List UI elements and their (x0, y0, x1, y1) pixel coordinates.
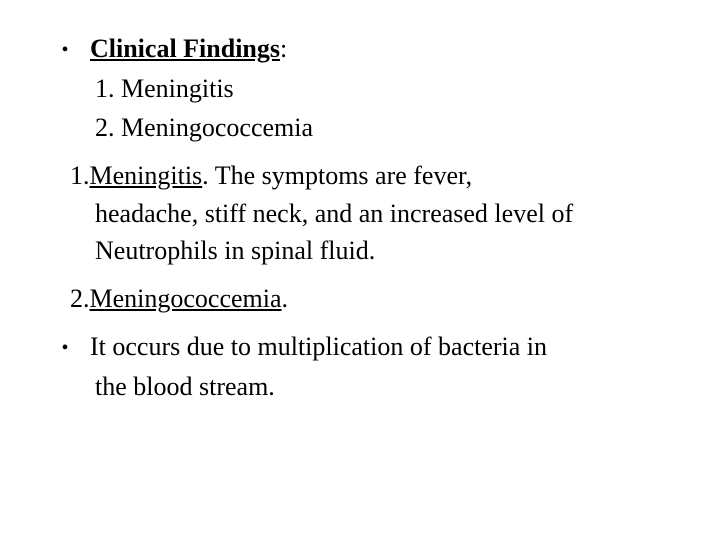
heading-colon: : (280, 34, 287, 63)
section-meningococcemia: 2.Meningococcemia. (40, 280, 680, 318)
section3-row: • It occurs due to multiplication of bac… (40, 328, 680, 366)
section2-period: . (282, 284, 289, 313)
section1-line2: headache, stiff neck, and an increased l… (40, 195, 680, 233)
section1-num: 1. (70, 161, 90, 190)
section2-num: 2. (70, 284, 90, 313)
document-content: • Clinical Findings: 1. Meningitis 2. Me… (40, 30, 680, 405)
list-item-1: 1. Meningitis (40, 70, 680, 108)
bullet-icon: • (40, 328, 90, 363)
section1-text1: The symptoms are fever, (209, 161, 472, 190)
section2-line1: 2.Meningococcemia. (40, 280, 680, 318)
section-bloodstream: • It occurs due to multiplication of bac… (40, 328, 680, 405)
list-item-2: 2. Meningococcemia (40, 109, 680, 147)
heading-label: Clinical Findings (90, 34, 280, 63)
heading-text: Clinical Findings: (90, 30, 287, 68)
bullet-icon: • (40, 30, 90, 65)
section-meningitis: 1.Meningitis. The symptoms are fever, he… (40, 157, 680, 270)
section2-title: Meningococcemia (90, 284, 282, 313)
section3-line2: the blood stream. (40, 368, 680, 406)
section1-title: Meningitis (90, 161, 203, 190)
section1-line3: Neutrophils in spinal fluid. (40, 232, 680, 270)
section1-line1: 1.Meningitis. The symptoms are fever, (40, 157, 680, 195)
heading-row: • Clinical Findings: (40, 30, 680, 68)
section3-text1: It occurs due to multiplication of bacte… (90, 328, 547, 366)
